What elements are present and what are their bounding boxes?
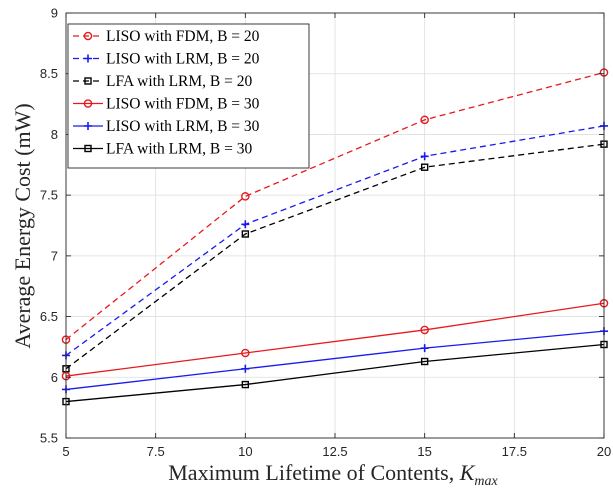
legend-label: LISO with FDM, B = 20 xyxy=(106,28,260,45)
series-line xyxy=(65,302,605,377)
tick-group: 5 7.5 10 12.5 15 17.5 20 5.5 6 6.5 7 7.5 8 8.5 9 xyxy=(40,6,611,460)
legend-item: LFA with LRM, B = 30 xyxy=(73,141,253,158)
data-point-plus xyxy=(241,220,250,229)
legend-marker-circle xyxy=(83,99,93,108)
series-line xyxy=(65,71,605,341)
series-group xyxy=(61,68,609,406)
legend-label: LFA with LRM, B = 20 xyxy=(106,73,253,90)
y-tick-label: 6.5 xyxy=(40,309,58,324)
x-tick-label: 5 xyxy=(62,444,69,459)
x-tick-label: 7.5 xyxy=(147,444,165,459)
legend-item: LISO with LRM, B = 20 xyxy=(73,51,260,68)
data-point-circle xyxy=(241,192,250,201)
y-tick-label: 8.5 xyxy=(40,66,58,81)
legend: LISO with FDM, B = 20 LISO with LRM, B = … xyxy=(67,23,310,169)
legend-label: LISO with LRM, B = 30 xyxy=(106,118,260,135)
x-tick-label: 12.5 xyxy=(322,444,347,459)
data-point-plus xyxy=(420,344,429,353)
legend-label: LISO with FDM, B = 30 xyxy=(106,96,260,113)
legend-marker-square xyxy=(84,144,92,153)
data-point-circle xyxy=(241,348,250,358)
series-line xyxy=(65,330,605,391)
legend-item: LFA with LRM, B = 20 xyxy=(73,73,253,90)
x-axis-symbol: K xyxy=(459,460,476,485)
legend-item: LISO with FDM, B = 20 xyxy=(73,28,260,45)
series-line xyxy=(65,343,605,403)
legend-box xyxy=(67,23,310,169)
y-tick-label: 6 xyxy=(51,370,58,385)
y-tick-label: 7 xyxy=(51,248,58,263)
data-point-square xyxy=(420,357,429,366)
x-axis-label-text: Maximum Lifetime of Contents, xyxy=(168,460,454,485)
legend-label: LISO with LRM, B = 20 xyxy=(106,51,260,68)
y-tick-label: 9 xyxy=(51,6,58,21)
data-point-square xyxy=(241,230,250,238)
data-point-plus xyxy=(420,152,429,161)
series-line xyxy=(65,125,605,356)
x-axis-subscript: max xyxy=(474,474,498,488)
x-tick-label: 17.5 xyxy=(502,444,527,459)
x-tick-label: 10 xyxy=(238,444,252,459)
series-line xyxy=(65,143,605,370)
y-tick-label: 7.5 xyxy=(40,188,58,203)
legend-marker-plus xyxy=(84,122,92,130)
y-tick-label: 5.5 xyxy=(40,431,58,446)
data-point-square xyxy=(241,380,250,389)
y-tick-label: 8 xyxy=(51,127,58,142)
legend-item: LISO with LRM, B = 30 xyxy=(73,118,260,135)
legend-marker-plus xyxy=(84,54,92,63)
legend-item: LISO with FDM, B = 30 xyxy=(73,96,260,113)
data-point-circle xyxy=(420,115,429,125)
data-point-plus xyxy=(241,364,250,373)
legend-marker-circle xyxy=(83,31,93,41)
legend-label: LFA with LRM, B = 30 xyxy=(106,141,253,158)
y-axis-label: Average Energy Cost (mW) xyxy=(10,103,35,348)
data-point-circle xyxy=(420,325,429,335)
x-tick-label: 15 xyxy=(417,444,431,459)
data-point-square xyxy=(420,163,429,171)
x-axis-label: Maximum Lifetime of Contents, Kmax xyxy=(168,460,498,488)
x-tick-label: 20 xyxy=(597,444,611,459)
legend-marker-square xyxy=(84,77,92,85)
